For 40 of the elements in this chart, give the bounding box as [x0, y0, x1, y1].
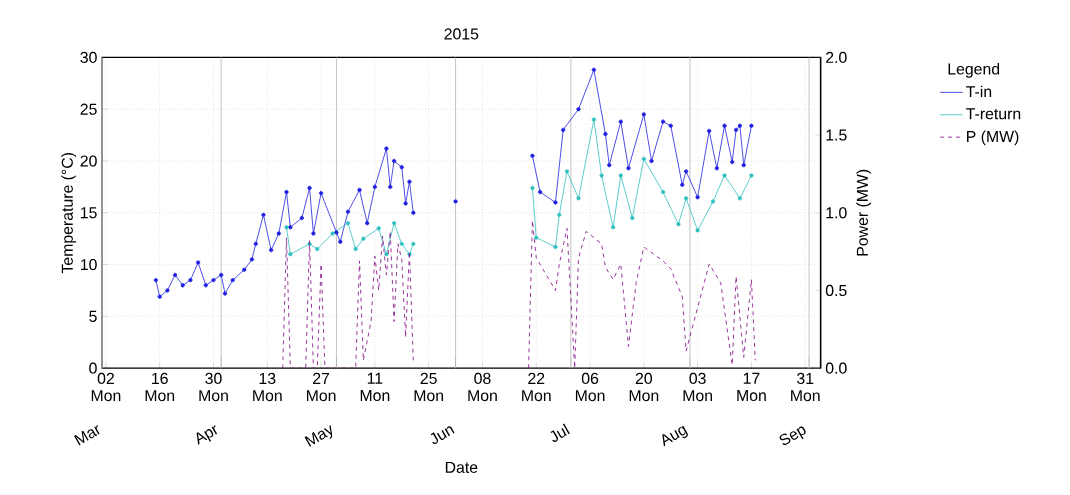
x-tick-label: 03 Mon	[683, 372, 713, 402]
y2-tick-label: 1.5	[826, 129, 847, 141]
y2-tick-label: 2.0	[826, 51, 847, 64]
y-tick-label: 10	[80, 259, 97, 271]
x-tick-label: 27 Mon	[306, 372, 336, 402]
y2-tick-label: 1.0	[826, 207, 847, 219]
y-axis-title: Temperature (°C)	[61, 153, 77, 274]
y2-tick-label: 0.5	[825, 284, 847, 297]
x-tick-label: 30 Mon	[199, 372, 228, 402]
y-tick-label: 20	[80, 155, 97, 167]
x2-tick-label: Sep	[779, 426, 806, 446]
legend-label: T-return	[966, 108, 1021, 120]
legend-title: Legend	[948, 63, 1000, 78]
x-tick-label: 31 Mon	[791, 372, 820, 402]
x2-tick-label: Jun	[430, 426, 455, 445]
y2-axis-title: Power (MW)	[856, 169, 872, 256]
x-tick-label: 17 Mon	[737, 372, 766, 402]
legend-label: P (MW)	[967, 130, 1019, 146]
chart-title: 2015	[444, 28, 479, 40]
x-axis-title: Date	[445, 461, 478, 474]
y-tick-label: 5	[89, 310, 97, 322]
x2-tick-label: Mar	[74, 425, 100, 446]
x-tick-label: 22 Mon	[522, 372, 551, 402]
x2-tick-label: Aug	[662, 425, 688, 447]
y2-tick-label: 0.0	[825, 362, 847, 374]
x-tick-label: 16 Mon	[145, 372, 175, 402]
x-tick-label: 20 Mon	[629, 372, 659, 402]
x2-tick-label: Apr	[196, 425, 218, 445]
x2-tick-label: Jul	[550, 423, 570, 443]
x-tick-label: 13 Mon	[253, 372, 282, 402]
y-tick-label: 30	[80, 51, 97, 64]
x-tick-label: 25 Mon	[414, 372, 444, 402]
x-tick-label: 06 Mon	[575, 372, 605, 402]
y-tick-label: 15	[80, 207, 97, 219]
x-tick-label: 11 Mon	[360, 372, 390, 402]
legend-label: T-in	[966, 85, 992, 98]
x-tick-label: 08 Mon	[468, 372, 497, 402]
x2-tick-label: May	[304, 425, 333, 447]
y-tick-label: 25	[80, 103, 97, 115]
y-tick-label: 0	[89, 362, 97, 374]
